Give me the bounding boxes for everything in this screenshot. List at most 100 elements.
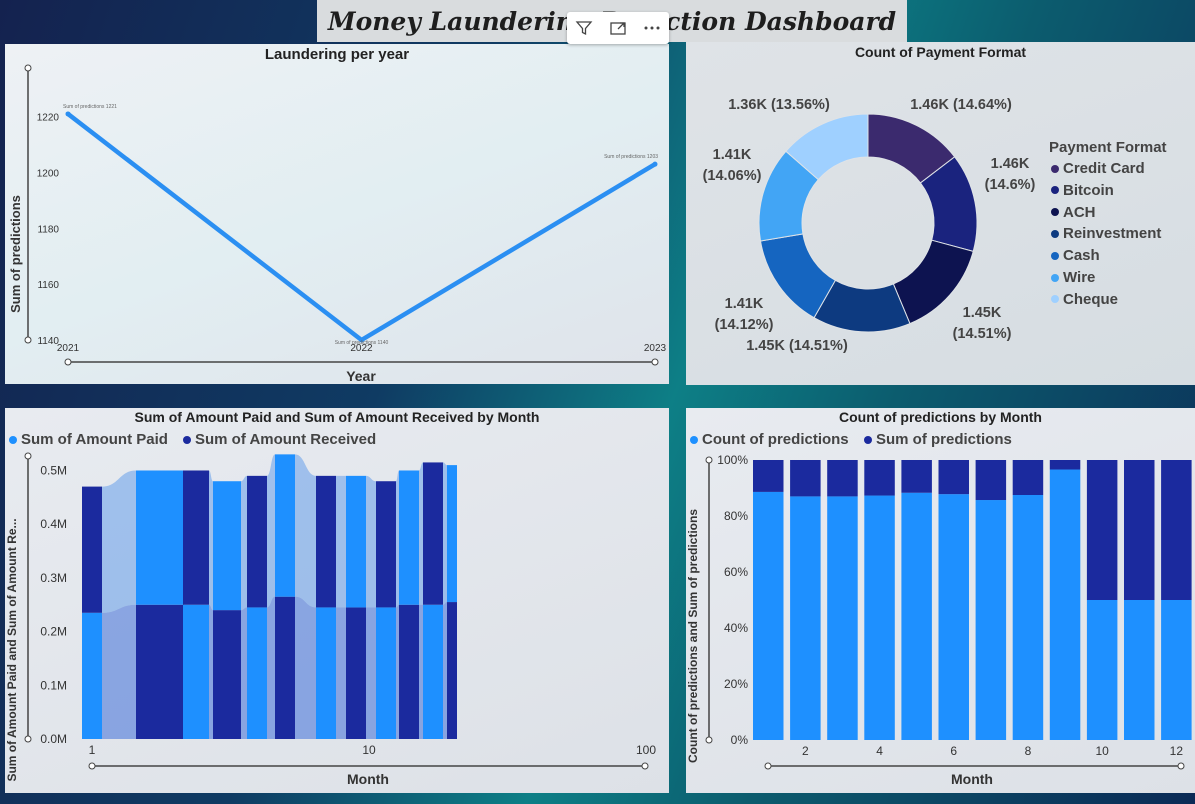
x-tick-label: 4 — [876, 744, 883, 758]
legend-item[interactable]: Wire — [1051, 269, 1095, 286]
y-tick-label: 0.0M — [40, 732, 67, 746]
ribbon-paid — [241, 607, 247, 739]
x-scroll-handle — [641, 762, 649, 770]
legend-item[interactable]: Cash — [1051, 247, 1100, 264]
x-tick-label: 2021 — [57, 343, 80, 354]
bar-count — [864, 495, 895, 740]
y-tick-label: 0% — [731, 733, 749, 747]
y-tick-label: 0.4M — [40, 517, 67, 531]
donut-chart: 1.46K (14.64%) 1.46K (14.6%) 1.45K (14.51%) 1… — [703, 97, 1036, 354]
y-scroll-handle — [24, 735, 32, 743]
bar-paid — [316, 607, 336, 739]
predictions-by-month-panel[interactable]: Count of predictions by Month Count of p… — [686, 408, 1195, 793]
payment-format-panel[interactable]: Count of Payment Format 1.46K (14.64%) 1.… — [686, 42, 1195, 385]
bar-count — [1086, 600, 1118, 740]
legend-item[interactable]: Reinvestment — [1051, 225, 1161, 242]
x-scroll-handle — [764, 762, 772, 770]
laundering-per-year-panel[interactable]: Laundering per year 1140 1160 1180 1200 1220… — [5, 44, 669, 384]
bar-received — [136, 470, 184, 605]
legend-item-count[interactable]: Count of predictions — [690, 431, 849, 448]
x-tick-label: 12 — [1170, 744, 1184, 758]
legend-dot — [1051, 186, 1059, 195]
ribbon-received — [209, 470, 213, 611]
legend-label: Reinvestment — [1063, 225, 1162, 243]
y-tick-label: 0.1M — [40, 678, 67, 692]
ribbon-received — [336, 475, 346, 608]
bar-sum — [1049, 460, 1081, 470]
bar-paid — [447, 602, 457, 739]
x-tick-label: 8 — [1025, 744, 1032, 758]
slice-label: (14.06%) — [703, 168, 762, 184]
bar-sum — [1086, 460, 1118, 600]
filter-icon[interactable] — [570, 15, 598, 41]
ribbon-received — [102, 470, 136, 613]
ribbon-paid — [396, 604, 399, 739]
y-tick-label: 80% — [724, 509, 748, 523]
legend-item[interactable]: Bitcoin — [1051, 182, 1114, 199]
ribbon-chart: 0.0M 0.1M 0.2M 0.3M 0.4M 0.5M 1 10 100 Sum of Am… — [5, 452, 656, 787]
y-tick-label: 60% — [724, 565, 748, 579]
bar-received — [275, 454, 295, 597]
chart-title: Laundering per year — [264, 46, 410, 63]
x-axis-label: Month — [347, 771, 389, 787]
legend-title: Payment Format — [1049, 139, 1167, 156]
bar-paid — [275, 596, 295, 739]
ribbon-received — [443, 462, 447, 605]
bar-sum — [753, 460, 784, 492]
legend-item[interactable]: Credit Card — [1051, 160, 1145, 177]
legend-label: Cheque — [1063, 290, 1119, 308]
x-scroll-handle — [88, 762, 96, 770]
legend-dot — [1051, 164, 1059, 173]
bar-sum — [1012, 460, 1044, 495]
amount-by-month-panel[interactable]: Sum of Amount Paid and Sum of Amount Rec… — [5, 408, 669, 793]
ribbon-received — [419, 462, 423, 605]
legend-item[interactable]: ACH — [1051, 204, 1096, 221]
bar-received — [376, 481, 396, 608]
more-options-icon[interactable] — [638, 15, 666, 41]
ribbon-paid — [295, 596, 316, 739]
x-tick-label: 100 — [636, 743, 656, 757]
x-scroll-handle — [651, 358, 659, 366]
legend-dot — [1051, 251, 1059, 260]
legend-label: Sum of predictions — [876, 431, 1012, 448]
y-tick-label: 0.3M — [40, 571, 67, 585]
ribbon-received — [295, 454, 316, 608]
y-axis-label: Sum of Amount Paid and Sum of Amount Re.… — [5, 518, 19, 781]
bar-sum — [827, 460, 858, 497]
ribbon-received — [267, 454, 275, 608]
legend-item-paid[interactable]: Sum of Amount Paid — [9, 431, 168, 448]
y-tick-label: 1140 — [37, 336, 59, 347]
y-tick-label: 1180 — [37, 224, 59, 235]
legend-item-sum[interactable]: Sum of predictions — [864, 431, 1012, 448]
slice-label: 1.46K (14.64%) — [910, 97, 1012, 113]
slice-label: (14.51%) — [953, 326, 1012, 342]
ribbon-received — [241, 475, 247, 611]
bar-count — [753, 491, 784, 740]
focus-mode-icon[interactable] — [604, 15, 632, 41]
legend-label: Sum of Amount Received — [195, 431, 377, 448]
y-tick-label: 40% — [724, 621, 748, 635]
bar-received — [213, 481, 241, 611]
legend-item[interactable]: Cheque — [1051, 291, 1118, 308]
legend-item-received[interactable]: Sum of Amount Received — [183, 431, 376, 448]
bar-sum — [1124, 460, 1155, 600]
legend-label: Wire — [1063, 269, 1096, 286]
legend-dot — [1051, 229, 1059, 238]
bar-received — [399, 470, 419, 605]
x-tick-label: 2 — [802, 744, 809, 758]
bar-received — [423, 462, 443, 605]
legend-label: Bitcoin — [1063, 181, 1114, 199]
x-tick-label: 10 — [362, 743, 376, 757]
slice-label: 1.46K — [991, 156, 1030, 172]
legend-label: Credit Card — [1063, 160, 1145, 177]
stacked-bar-chart: 0% 20% 40% 60% 80% 100% 2 4 6 8 10 12 Count of pred… — [686, 453, 1192, 787]
slice-label: (14.6%) — [985, 177, 1036, 193]
ribbon-paid — [267, 596, 275, 739]
legend-dot — [690, 435, 698, 444]
bar-paid — [247, 607, 267, 739]
data-label: Sum of predictions 1221 — [63, 104, 117, 110]
bar-received — [447, 465, 457, 603]
slice-label: 1.41K — [713, 147, 752, 163]
chart-title: Count of predictions by Month — [839, 409, 1042, 425]
x-tick-label: 1 — [89, 743, 96, 757]
